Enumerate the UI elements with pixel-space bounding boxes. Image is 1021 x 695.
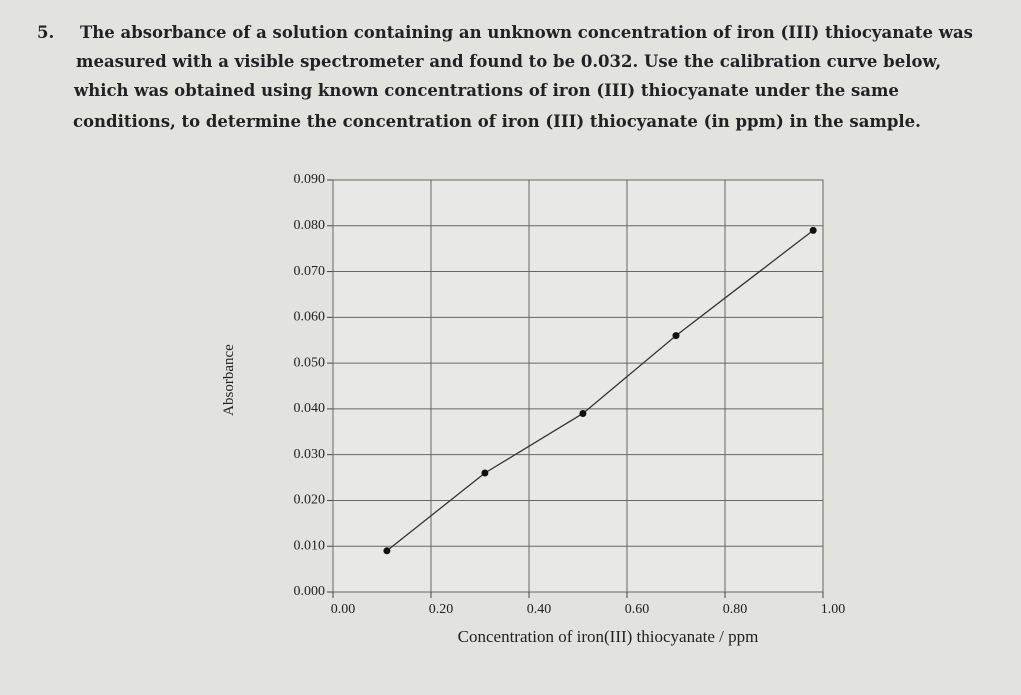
x-axis-label: Concentration of iron(III) thiocyanate /… xyxy=(458,627,759,646)
y-tick-label: 0.020 xyxy=(294,493,326,508)
data-point xyxy=(672,332,680,340)
question-line: measured with a visible spectrometer and… xyxy=(76,52,941,71)
data-point xyxy=(481,469,489,477)
y-tick-label: 0.000 xyxy=(294,584,326,599)
question-number: 5. xyxy=(37,23,54,42)
plot-area xyxy=(332,179,824,593)
y-tick-label: 0.060 xyxy=(294,310,326,325)
y-tick-label: 0.010 xyxy=(294,538,326,553)
y-tick-label: 0.050 xyxy=(294,355,326,370)
data-point xyxy=(809,226,817,234)
x-tick-label: 0.80 xyxy=(723,602,748,617)
x-tick-label: 1.00 xyxy=(821,602,846,617)
y-tick-label: 0.040 xyxy=(294,401,326,416)
x-tick-label: 0.00 xyxy=(331,602,356,617)
question-line: which was obtained using known concentra… xyxy=(73,81,899,100)
x-tick-label: 0.40 xyxy=(527,602,552,617)
y-tick-label: 0.090 xyxy=(294,172,326,187)
y-tick-label: 0.080 xyxy=(294,218,326,233)
y-tick-label: 0.070 xyxy=(294,264,326,279)
question-line: The absorbance of a solution containing … xyxy=(80,23,973,42)
y-axis-label: Absorbance xyxy=(221,344,237,416)
data-point xyxy=(579,409,587,417)
data-point xyxy=(383,547,391,555)
y-tick-label: 0.030 xyxy=(294,447,326,462)
x-tick-label: 0.20 xyxy=(429,602,454,617)
x-tick-label: 0.60 xyxy=(625,602,650,617)
question-line: conditions, to determine the concentrati… xyxy=(73,112,921,131)
